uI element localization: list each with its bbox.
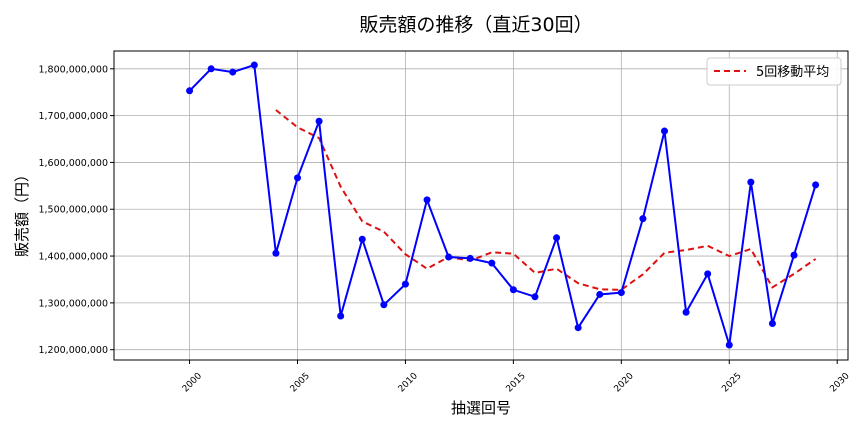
sales-point <box>790 251 798 259</box>
y-axis: 1,200,000,000 1,300,000,000 1,400,000,000 1… <box>38 64 114 356</box>
x-tick-label: 2010 <box>397 371 420 394</box>
plot-frame <box>113 50 849 361</box>
sales-point <box>250 61 258 69</box>
legend-box <box>706 57 842 86</box>
sales-point <box>812 181 820 189</box>
y-tick-label: 1,400,000,000 <box>38 252 108 263</box>
sales-point <box>574 324 582 332</box>
x-axis-label: 抽選回号 <box>451 399 511 417</box>
sales-point <box>401 280 409 288</box>
sales-point <box>553 234 561 242</box>
sales-point <box>639 215 647 223</box>
y-tick-label: 1,600,000,000 <box>38 158 108 169</box>
sales-point <box>509 286 517 294</box>
sales-point <box>358 235 366 243</box>
sales-point <box>617 289 625 297</box>
sales-point <box>704 270 712 278</box>
x-tick-label: 2000 <box>181 371 204 394</box>
sales-point <box>294 174 301 182</box>
sales-point <box>337 312 345 320</box>
x-tick-label: 2030 <box>828 371 851 394</box>
x-axis: 2000 2005 2010 2015 2020 2025 2030 <box>181 360 852 394</box>
sales-point <box>488 259 496 267</box>
sales-point <box>682 308 690 316</box>
x-tick-label: 2020 <box>613 371 636 394</box>
sales-point <box>768 319 776 327</box>
y-tick-label: 1,500,000,000 <box>38 205 108 216</box>
sales-point <box>207 65 215 73</box>
sales-point <box>423 196 431 204</box>
y-tick-label: 1,300,000,000 <box>38 298 108 309</box>
sales-point <box>229 68 237 76</box>
x-tick-label: 2015 <box>505 371 528 394</box>
sales-point <box>272 249 280 257</box>
series-layer <box>186 61 820 349</box>
sales-point <box>725 341 733 349</box>
y-tick-label: 1,700,000,000 <box>38 111 108 122</box>
sales-point <box>380 301 388 309</box>
moving-average-line <box>275 109 817 291</box>
sales-point <box>466 254 474 262</box>
legend-label-moving-average: 5回移動平均 <box>756 65 829 80</box>
x-tick-label: 2005 <box>289 371 312 394</box>
sales-point <box>596 290 604 298</box>
sales-point <box>186 87 194 95</box>
chart-title: 販売額の推移（直近30回） <box>359 14 592 36</box>
y-tick-label: 1,800,000,000 <box>38 64 108 75</box>
grid <box>114 51 848 360</box>
y-axis-label: 販売額（円） <box>13 167 31 257</box>
y-tick-label: 1,200,000,000 <box>38 345 108 356</box>
sales-point <box>661 127 668 135</box>
sales-point <box>445 253 453 261</box>
sales-point <box>315 117 323 125</box>
sales-point <box>531 293 539 301</box>
sales-line <box>188 63 817 346</box>
legend: 5回移動平均 <box>706 57 842 86</box>
sales-point <box>747 178 755 186</box>
x-tick-label: 2025 <box>720 371 743 394</box>
